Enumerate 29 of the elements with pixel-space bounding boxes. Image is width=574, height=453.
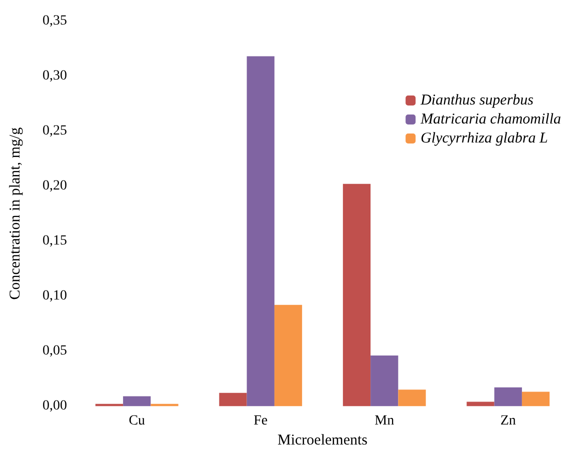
y-tick-label: 0,05: [42, 344, 67, 359]
x-tick-label: Fe: [254, 414, 268, 429]
bar: [123, 396, 151, 406]
y-tick-label: 0,30: [42, 68, 67, 84]
bar: [370, 355, 398, 406]
bar: [522, 392, 550, 406]
x-tick-label: Mn: [374, 414, 394, 429]
bar: [150, 404, 178, 406]
legend-label: Glycyrrhiza glabra L: [420, 130, 548, 146]
y-tick-label: 0,00: [42, 398, 67, 414]
bar: [466, 402, 494, 406]
legend-label: Matricaria chamomilla: [420, 112, 561, 128]
x-axis-title: Microelements: [278, 432, 368, 448]
x-tick-label: Cu: [128, 414, 146, 429]
bar: [219, 392, 247, 406]
bar: [274, 304, 302, 406]
bar: [398, 390, 426, 406]
legend-label: Dianthus superbus: [420, 92, 534, 108]
y-tick-label: 0,35: [42, 14, 67, 28]
x-tick-label: Zn: [500, 414, 516, 429]
bar: [342, 184, 371, 406]
y-tick-label: 0,20: [42, 178, 67, 194]
y-tick-label: 0,15: [42, 234, 67, 249]
bar: [494, 387, 522, 406]
bar: [95, 404, 124, 406]
y-axis-title: Concentration in plant, mg/g: [8, 126, 24, 300]
y-tick-label: 0,10: [42, 288, 67, 304]
bar: [246, 56, 274, 406]
y-tick-label: 0,25: [42, 124, 67, 139]
